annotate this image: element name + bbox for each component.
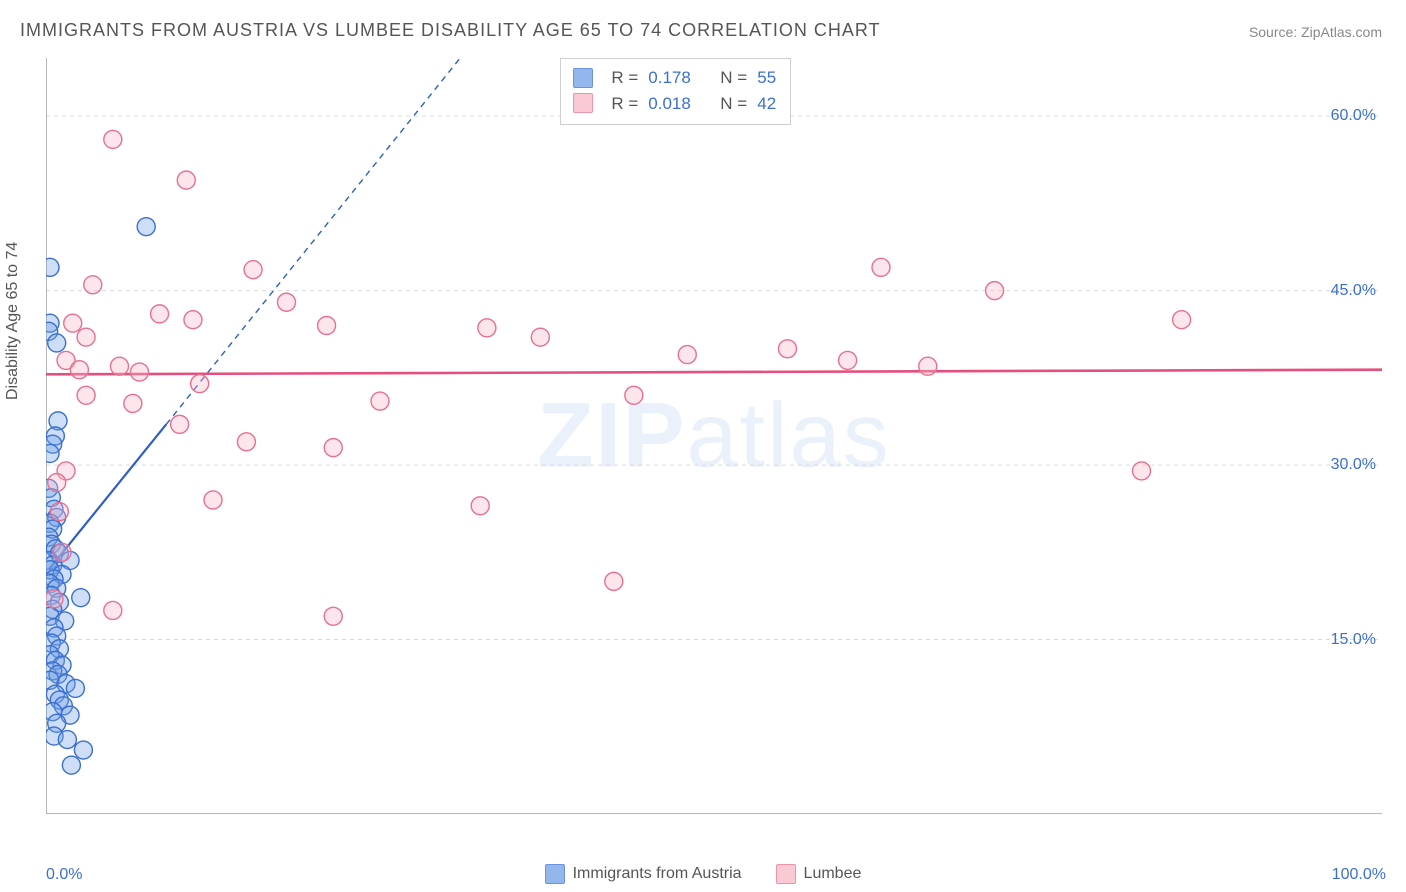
stats-swatch-lumbee xyxy=(573,93,593,113)
chart-root: IMMIGRANTS FROM AUSTRIA VS LUMBEE DISABI… xyxy=(0,0,1406,892)
stats-row-austria: R =0.178 N =55 xyxy=(573,65,776,91)
legend-item-austria: Immigrants from Austria xyxy=(545,864,742,884)
stats-row-lumbee: R =0.018 N =42 xyxy=(573,91,776,117)
y-axis-label: Disability Age 65 to 74 xyxy=(4,242,22,400)
legend-item-lumbee: Lumbee xyxy=(776,864,862,884)
source-attribution: Source: ZipAtlas.com xyxy=(1249,24,1382,40)
legend-swatch-lumbee xyxy=(776,864,796,884)
legend-swatch-austria xyxy=(545,864,565,884)
legend-label-lumbee: Lumbee xyxy=(804,865,862,882)
stats-swatch-austria xyxy=(573,68,593,88)
legend-label-austria: Immigrants from Austria xyxy=(573,865,742,882)
y-tick-label: 60.0% xyxy=(1331,107,1376,125)
y-tick-label: 45.0% xyxy=(1331,282,1376,300)
chart-title: IMMIGRANTS FROM AUSTRIA VS LUMBEE DISABI… xyxy=(20,20,881,41)
plot-area: ZIPatlas R =0.178 N =55R =0.018 N =42 15… xyxy=(46,58,1382,814)
stats-legend-box: R =0.178 N =55R =0.018 N =42 xyxy=(560,58,791,125)
bottom-legend: Immigrants from Austria Lumbee xyxy=(0,864,1406,884)
scatter-svg xyxy=(46,58,1382,814)
y-tick-label: 15.0% xyxy=(1331,631,1376,649)
y-tick-label: 30.0% xyxy=(1331,456,1376,474)
